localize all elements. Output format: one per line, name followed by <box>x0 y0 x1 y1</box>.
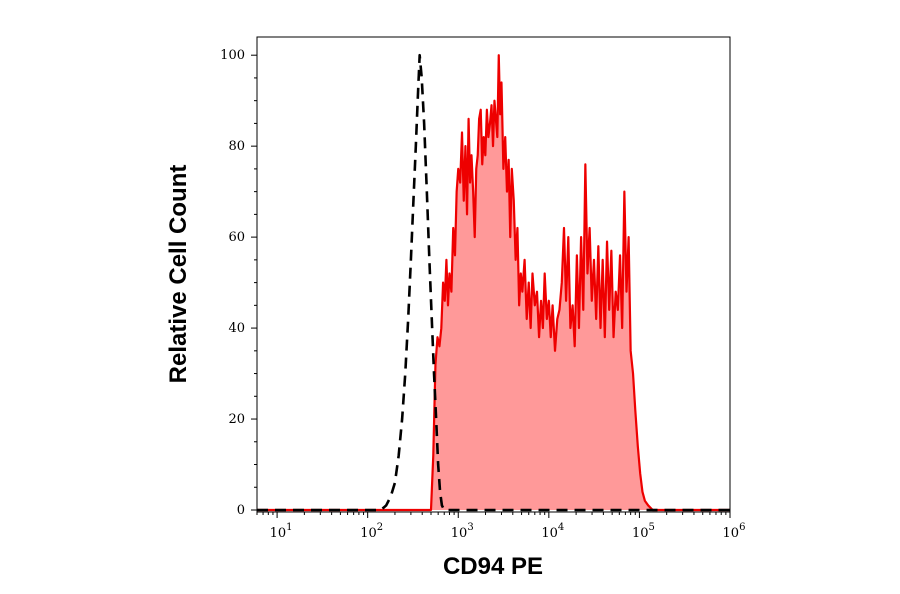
series-1-line <box>257 54 730 512</box>
x-tick-label: 102 <box>360 522 383 541</box>
y-tick-label: 40 <box>228 321 245 336</box>
x-tick-label: 101 <box>270 522 293 541</box>
x-axis-title: CD94 PE <box>443 553 543 580</box>
plot-frame <box>256 36 731 513</box>
x-tick-label: 106 <box>723 522 746 541</box>
y-tick-label: 60 <box>228 230 245 245</box>
x-axis: 101 102 103 104 105 106 <box>256 512 746 541</box>
x-tick-label: 104 <box>541 522 564 541</box>
series-0-line <box>257 53 730 512</box>
y-axis: 0 20 40 60 80 100 <box>220 48 257 518</box>
series-1-area <box>257 55 730 510</box>
y-axis-title: Relative Cell Count <box>165 165 192 384</box>
x-tick-label: 103 <box>451 522 474 541</box>
y-tick-label: 20 <box>228 412 245 427</box>
y-tick-label: 80 <box>228 139 245 154</box>
series-layer <box>257 53 730 512</box>
x-tick-label: 105 <box>632 522 655 541</box>
y-tick-label: 0 <box>237 503 245 518</box>
y-tick-label: 100 <box>220 48 245 63</box>
